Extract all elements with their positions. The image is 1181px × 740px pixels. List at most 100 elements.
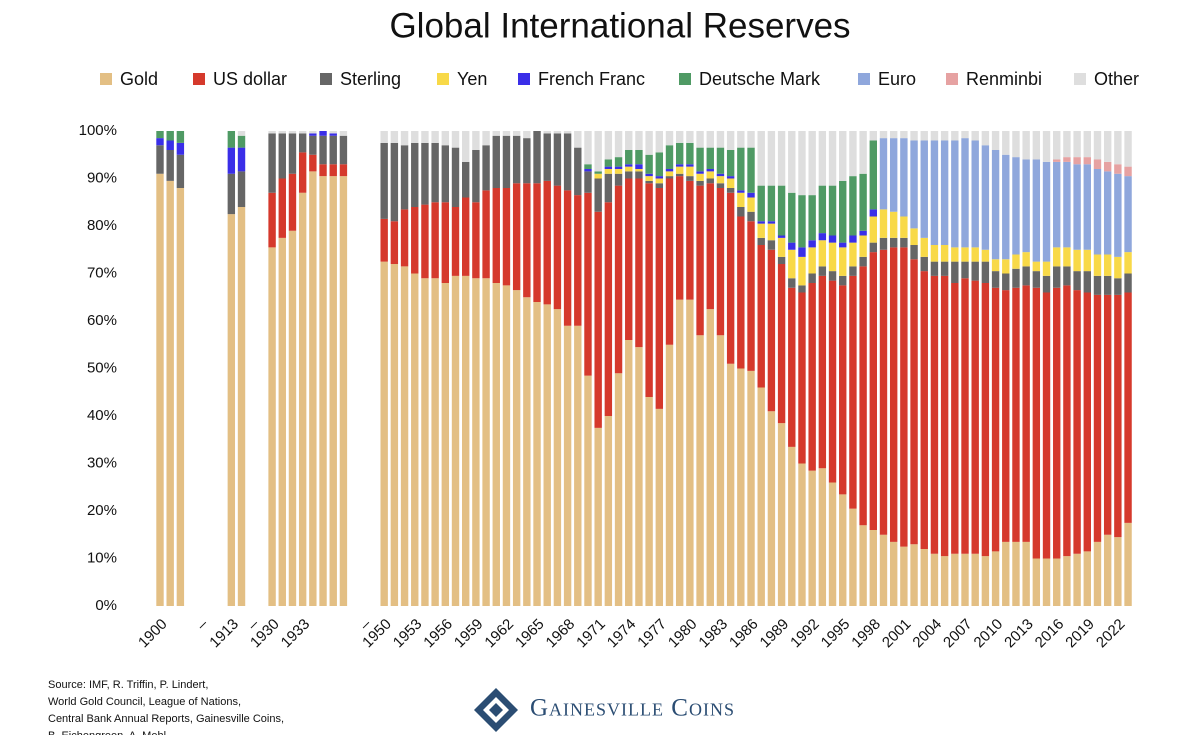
- x-tick-label: 2010: [971, 616, 1007, 652]
- bar-segment: [512, 131, 521, 136]
- bar-segment: [1083, 164, 1091, 250]
- bar-segment: [767, 221, 776, 224]
- bar-segment: [757, 131, 765, 186]
- legend-label: Gold: [120, 69, 158, 89]
- bar-segment: [604, 131, 613, 160]
- bar-segment: [584, 171, 592, 193]
- bar-segment: [1022, 159, 1030, 253]
- bar-segment: [1124, 292, 1132, 523]
- bar-segment: [594, 211, 602, 428]
- bar-segment: [930, 245, 939, 262]
- legend-label: Deutsche Mark: [699, 69, 821, 89]
- y-tick-label: 100%: [79, 122, 117, 139]
- bar-segment: [798, 247, 806, 257]
- bar-segment: [625, 166, 633, 172]
- bar-segment: [502, 188, 511, 286]
- x-tick-label: 1992: [787, 616, 823, 652]
- bar-segment: [1063, 247, 1071, 267]
- bar-segment: [991, 287, 1000, 552]
- y-tick-label: 10%: [87, 549, 117, 566]
- legend-swatch: [320, 73, 332, 85]
- legend-label: Renminbi: [966, 69, 1042, 89]
- bar-segment: [462, 131, 470, 162]
- bar-segment: [645, 154, 653, 174]
- bar-segment: [227, 131, 236, 148]
- bar-segment: [614, 185, 623, 374]
- bar-segment: [930, 140, 939, 245]
- bar-segment: [1022, 266, 1030, 286]
- bar-segment: [543, 131, 551, 134]
- bar-segment: [798, 292, 806, 464]
- source-note: B. Eichengreen, A. Mehl: [48, 730, 166, 735]
- bar-segment: [502, 135, 511, 188]
- bar-segment: [635, 150, 643, 165]
- bar-segment: [288, 133, 297, 174]
- bar-segment: [523, 183, 531, 298]
- source-note: Source: IMF, R. Triffin, P. Lindert,: [48, 679, 208, 691]
- source-note: Central Bank Annual Reports, Gainesville…: [48, 713, 284, 725]
- bar-segment: [777, 256, 786, 264]
- bar-segment: [910, 140, 918, 229]
- bar-segment: [767, 131, 776, 186]
- bar-segment: [1063, 285, 1071, 557]
- bar-segment: [441, 283, 450, 606]
- bar-segment: [482, 190, 490, 279]
- bar-segment: [156, 138, 164, 146]
- bar-segment: [278, 131, 286, 134]
- bar-segment: [859, 235, 867, 257]
- bar-segment: [747, 197, 755, 212]
- bar-segment: [991, 271, 1000, 288]
- bar-segment: [818, 185, 827, 234]
- legend-swatch: [100, 73, 112, 85]
- bar-segment: [900, 216, 908, 238]
- bar-segment: [451, 147, 460, 207]
- bar-segment: [726, 363, 735, 606]
- bar-segment: [757, 221, 765, 224]
- bar-segment: [940, 261, 949, 276]
- bar-segment: [716, 173, 725, 177]
- bar-segment: [818, 266, 827, 276]
- bar-segment: [747, 131, 755, 148]
- bar-segment: [808, 240, 816, 248]
- bar-segment: [900, 138, 908, 217]
- bar-segment: [737, 207, 745, 217]
- bar-segment: [849, 508, 857, 606]
- y-tick-label: 0%: [95, 597, 117, 614]
- bar-segment: [889, 138, 898, 212]
- bar-segment: [910, 259, 918, 545]
- bar-segment: [839, 242, 847, 248]
- bar-segment: [706, 147, 714, 169]
- x-tick-label: 2022: [1093, 616, 1129, 652]
- bar-segment: [1083, 292, 1091, 552]
- y-tick-label: 20%: [87, 502, 117, 519]
- bar-segment: [1032, 261, 1041, 272]
- bar-segment: [492, 131, 500, 136]
- x-tick-label: 1913: [206, 616, 242, 652]
- bar-segment: [900, 247, 908, 547]
- bar-segment: [584, 169, 592, 172]
- bar-segment: [421, 204, 429, 279]
- bar-segment: [1114, 256, 1122, 279]
- bar-segment: [635, 131, 643, 150]
- bar-segment: [686, 164, 694, 167]
- brand-logo: Gainesville Coins: [474, 688, 734, 732]
- bar-segment: [166, 180, 174, 606]
- bar-segment: [400, 209, 409, 267]
- bar-segment: [1073, 157, 1081, 165]
- x-tick-label: 1900: [135, 616, 171, 652]
- legend-swatch: [946, 73, 958, 85]
- bar-segment: [920, 140, 928, 238]
- bar-segment: [411, 207, 419, 274]
- x-tick-label: 2016: [1032, 616, 1068, 652]
- bar-segment: [839, 494, 847, 606]
- bar-segment: [726, 131, 735, 150]
- bar-segment: [798, 463, 806, 606]
- bar-segment: [1103, 171, 1112, 255]
- bar-segment: [543, 133, 551, 181]
- bar-segment: [1063, 157, 1071, 162]
- bar-segment: [981, 249, 990, 262]
- bar-segment: [400, 145, 409, 210]
- bar-segment: [635, 171, 643, 179]
- bar-segment: [1073, 131, 1081, 158]
- bar-segment: [716, 131, 725, 148]
